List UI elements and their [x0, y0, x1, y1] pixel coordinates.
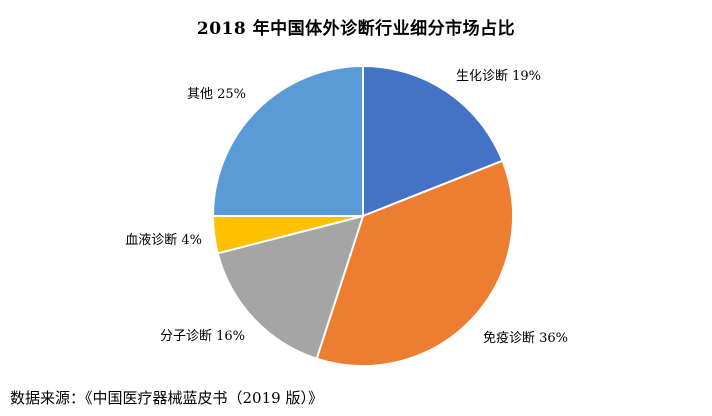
pie-labels: 生化诊断 19% 免疫诊断 36% 分子诊断 16% 血液诊断 4% 其他 25%	[125, 69, 568, 346]
pie-slice-3	[216, 214, 365, 360]
slice-label-2: 免疫诊断 36%	[483, 330, 568, 346]
chart-title: 2018 年中国体外诊断行业细分市场占比	[196, 19, 516, 39]
pie-slices	[211, 64, 514, 367]
slice-label-1: 生化诊断 19%	[456, 69, 541, 84]
pie-slice-2	[315, 159, 514, 367]
slice-label-4: 血液诊断 4%	[125, 233, 202, 248]
source-note: 数据来源：《中国医疗器械蓝皮书（2019 版）》	[10, 389, 323, 407]
slice-label-3: 分子诊断 16%	[160, 329, 245, 344]
pie-slice-5	[211, 64, 364, 217]
slice-label-5: 其他 25%	[187, 87, 246, 102]
pie-slice-1	[362, 64, 504, 218]
